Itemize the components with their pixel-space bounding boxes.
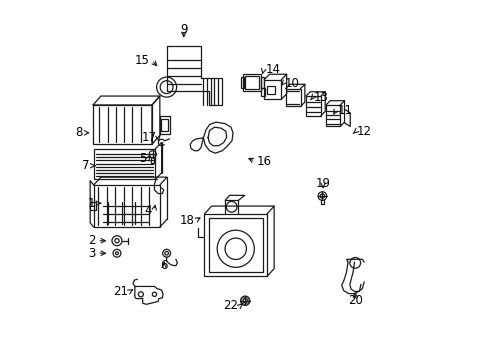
Text: 3: 3 (88, 247, 95, 260)
Text: 10: 10 (285, 77, 299, 90)
Text: 12: 12 (356, 125, 371, 138)
Text: 5: 5 (139, 152, 146, 165)
Text: 13: 13 (313, 91, 328, 104)
Text: 7: 7 (82, 159, 90, 172)
Text: 14: 14 (264, 63, 280, 76)
Text: 17: 17 (141, 131, 156, 144)
Bar (243, 73, 260, 91)
Bar (325, 105, 340, 126)
Text: 18: 18 (179, 213, 194, 226)
Text: 11: 11 (337, 104, 352, 117)
Text: 4: 4 (144, 204, 152, 217)
Text: 6: 6 (160, 258, 167, 271)
Text: 16: 16 (257, 155, 271, 168)
Bar (160, 116, 169, 134)
Bar (266, 86, 274, 94)
Bar (204, 214, 266, 276)
Bar (208, 218, 262, 272)
Bar (161, 118, 168, 131)
Text: 20: 20 (347, 294, 362, 307)
Text: 15: 15 (135, 54, 149, 67)
Bar (285, 89, 300, 107)
Text: 21: 21 (112, 285, 127, 298)
Bar (244, 76, 258, 89)
Bar (90, 202, 95, 210)
Bar (305, 96, 320, 116)
Text: 19: 19 (315, 177, 330, 190)
Bar (260, 88, 264, 96)
Bar (94, 185, 160, 227)
Bar (93, 105, 152, 144)
Text: 9: 9 (180, 23, 187, 36)
Text: 8: 8 (75, 126, 82, 139)
Text: 2: 2 (88, 234, 95, 247)
Text: 1: 1 (88, 197, 95, 210)
Bar (94, 149, 155, 179)
Bar (264, 80, 281, 99)
Bar (240, 77, 244, 88)
Text: 22: 22 (223, 299, 238, 312)
Bar (260, 77, 264, 88)
